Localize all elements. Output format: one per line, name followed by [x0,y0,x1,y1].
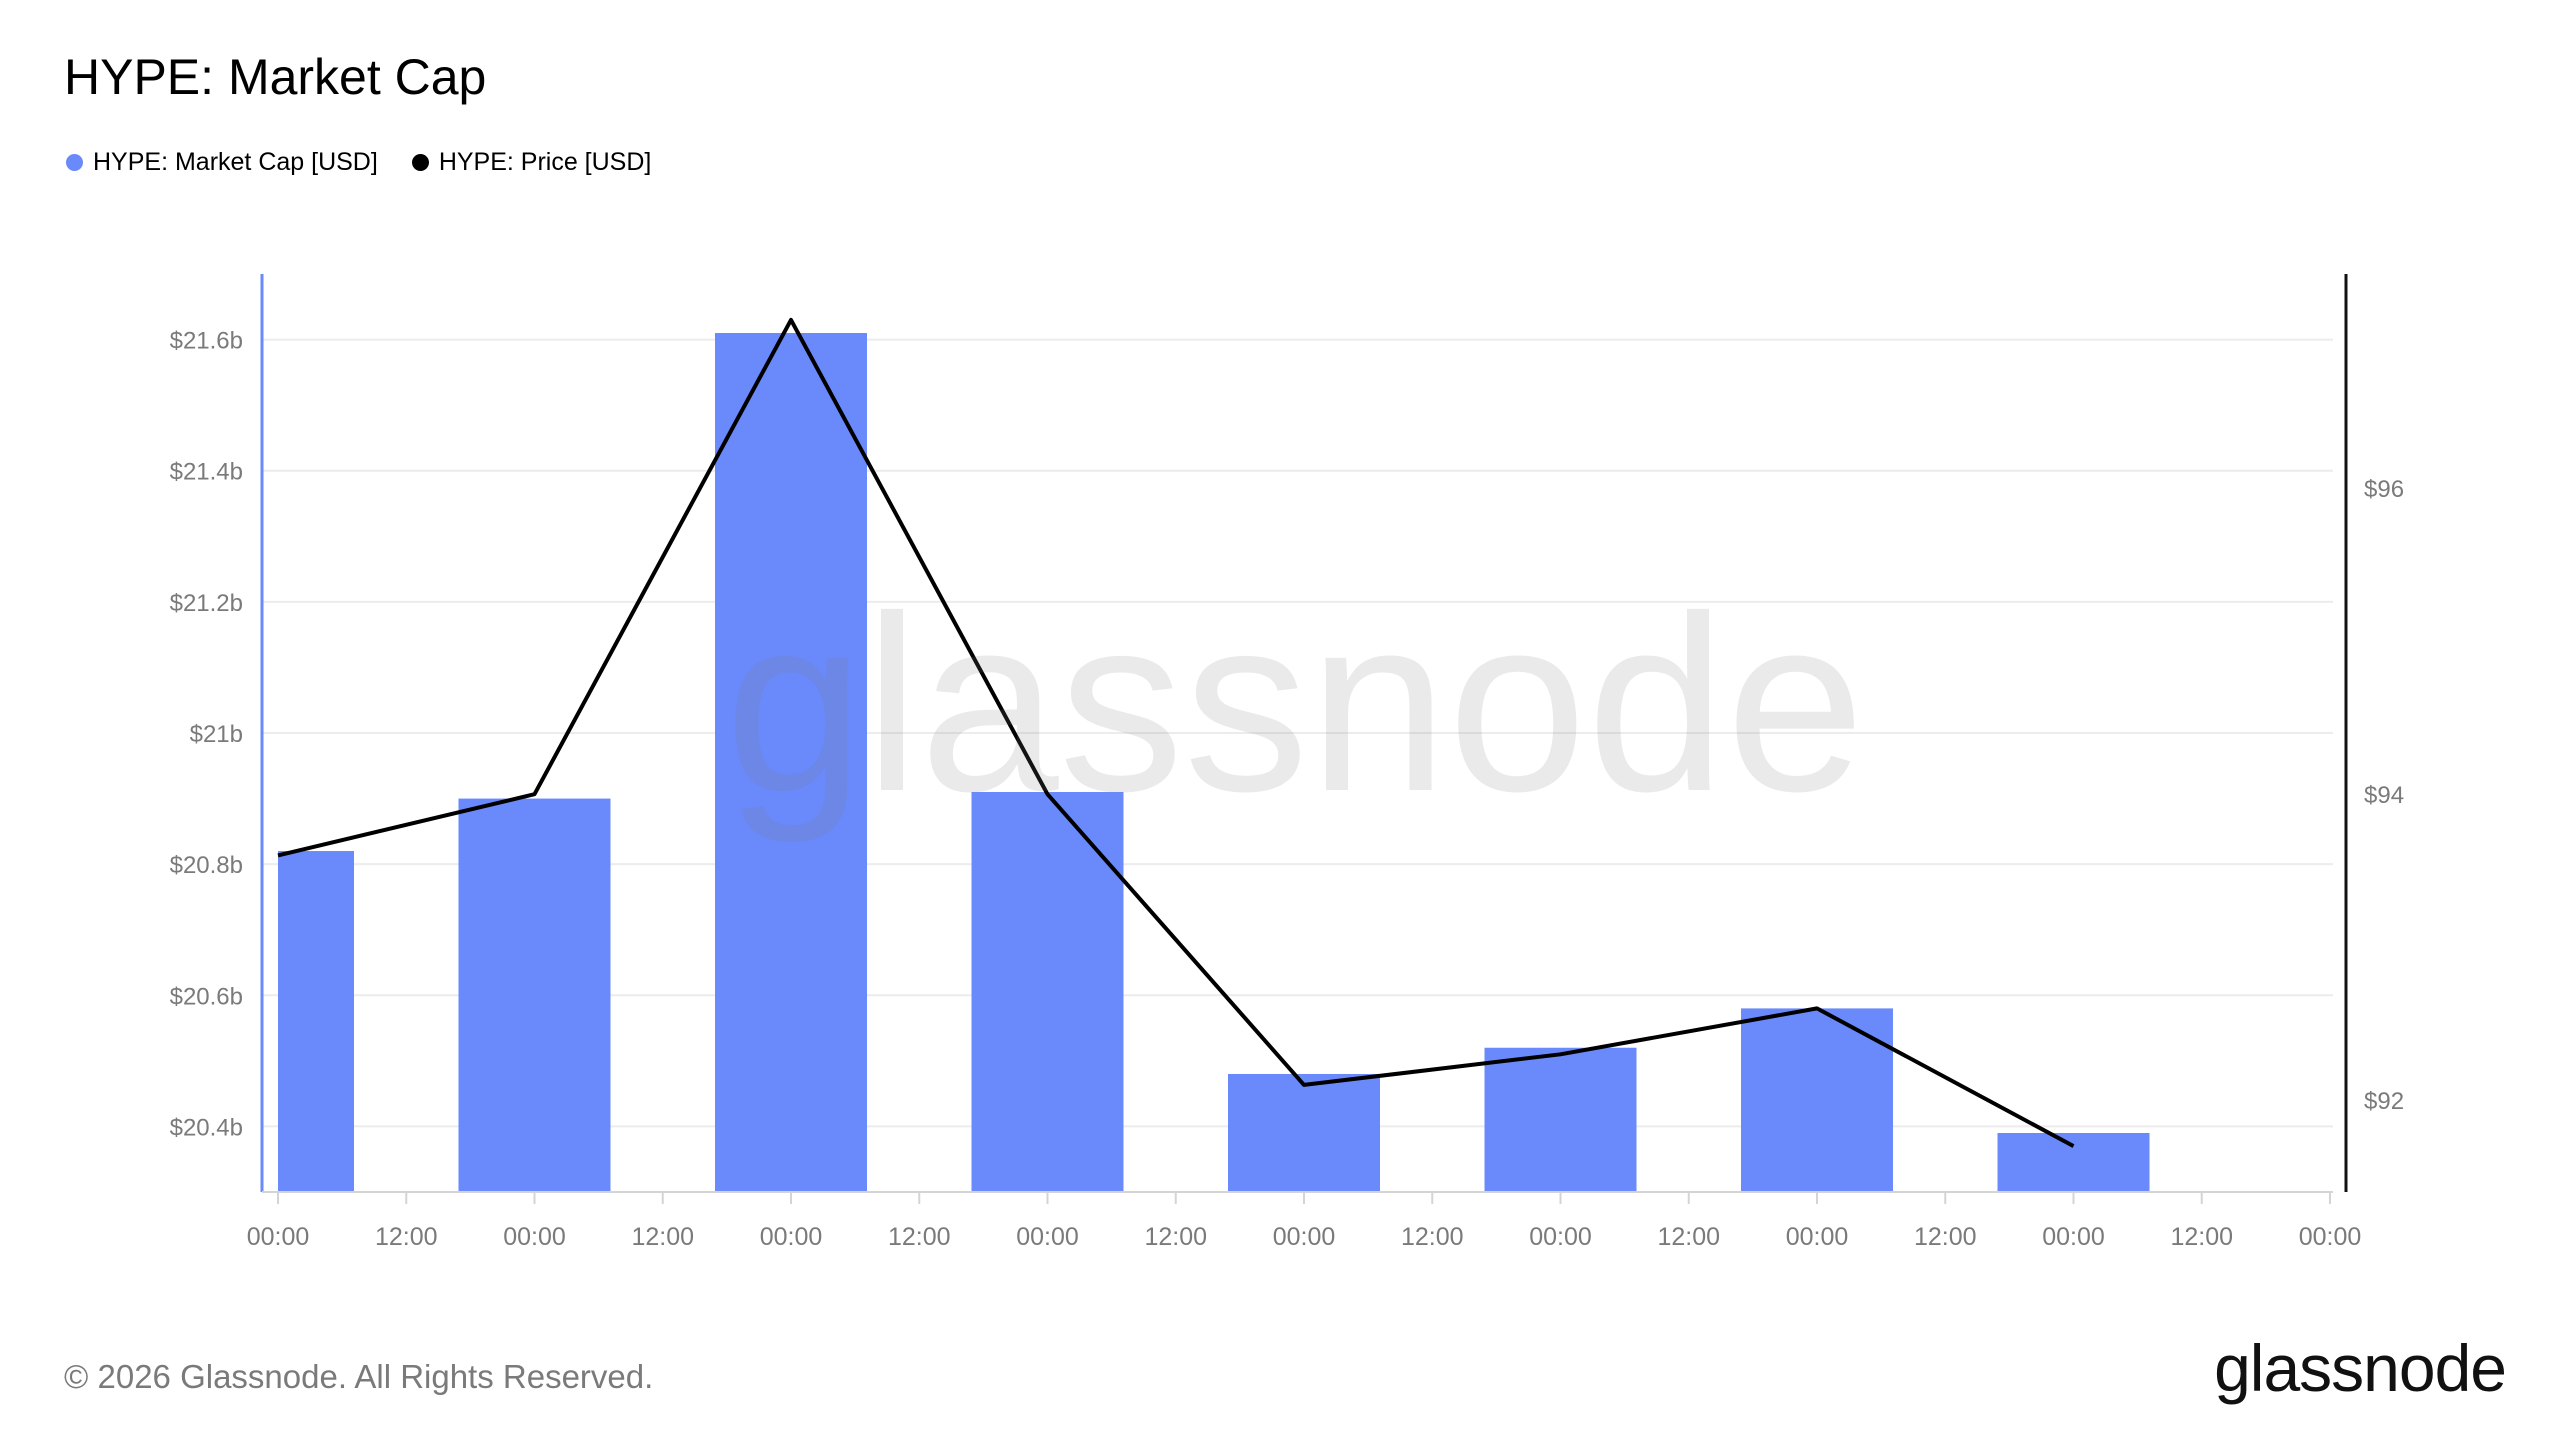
bar-market-cap [1741,1008,1893,1192]
y-right-tick-label: $96 [2364,476,2404,503]
x-tick-label: 00:00 [760,1223,823,1251]
x-tick-label: 00:00 [1016,1223,1079,1251]
axes-layer [260,274,2348,1204]
footer-copyright: © 2026 Glassnode. All Rights Reserved. [64,1358,654,1395]
line-layer [277,317,2075,1148]
legend-dot-market-cap [66,154,83,171]
x-tick-label: 00:00 [247,1223,310,1251]
y-left-tick-label: $20.4b [170,1114,243,1141]
legend-dot-price [411,154,429,171]
x-tick-label: 12:00 [1914,1223,1977,1251]
x-tick-label: 12:00 [2170,1223,2233,1251]
labels-layer: $20.4b $20.6b $20.8b $21b $21.2b $21.4b $21.6b… [170,328,2404,1251]
y-right-tick-label: $94 [2364,782,2404,809]
x-tick-label: 12:00 [375,1223,438,1251]
x-tick-label: 00:00 [503,1223,566,1251]
y-right-tick-label: $92 [2364,1088,2404,1115]
bars-layer [278,333,2150,1192]
y-left-tick-label: $21.6b [170,328,243,355]
x-tick-label: 12:00 [888,1223,951,1251]
legend: HYPE: Market Cap [USD] HYPE: Price [USD] [66,150,651,175]
line-price [277,317,2075,1148]
bar-market-cap [1228,1073,1380,1192]
glassnode-logo: glassnode [2214,1331,2507,1405]
legend-item-price[interactable]: HYPE: Price [USD] [411,148,652,176]
bar-market-cap [278,851,354,1192]
y-left-tick-label: $21.2b [170,590,243,617]
bar-market-cap [715,333,867,1192]
legend-label-price: HYPE: Price [USD] [438,148,652,176]
bar-market-cap [1997,1132,2150,1192]
legend-label-market-cap: HYPE: Market Cap [USD] [93,148,378,176]
y-left-tick-label: $21.4b [170,459,243,486]
x-tick-label: 00:00 [1273,1223,1336,1251]
watermark: glassnode [725,564,1865,843]
y-left-tick-label: $21b [190,721,243,748]
x-tick-label: 00:00 [2042,1223,2105,1251]
x-tick-label: 12:00 [1657,1223,1720,1251]
x-tick-label: 00:00 [1529,1223,1592,1251]
bar-market-cap [458,798,611,1192]
y-left-tick-label: $20.6b [170,983,243,1010]
x-tick-label: 12:00 [1401,1223,1464,1251]
chart-title: HYPE: Market Cap [64,49,487,105]
x-tick-label: 12:00 [631,1223,694,1251]
x-tick-label: 00:00 [1786,1223,1849,1251]
x-tick-label: 12:00 [1144,1223,1207,1251]
legend-item-market-cap[interactable]: HYPE: Market Cap [USD] [66,150,378,175]
bar-market-cap [971,792,1124,1192]
bar-market-cap [1484,1047,1637,1192]
y-left-tick-label: $20.8b [170,852,243,879]
x-tick-label: 00:00 [2299,1223,2362,1251]
